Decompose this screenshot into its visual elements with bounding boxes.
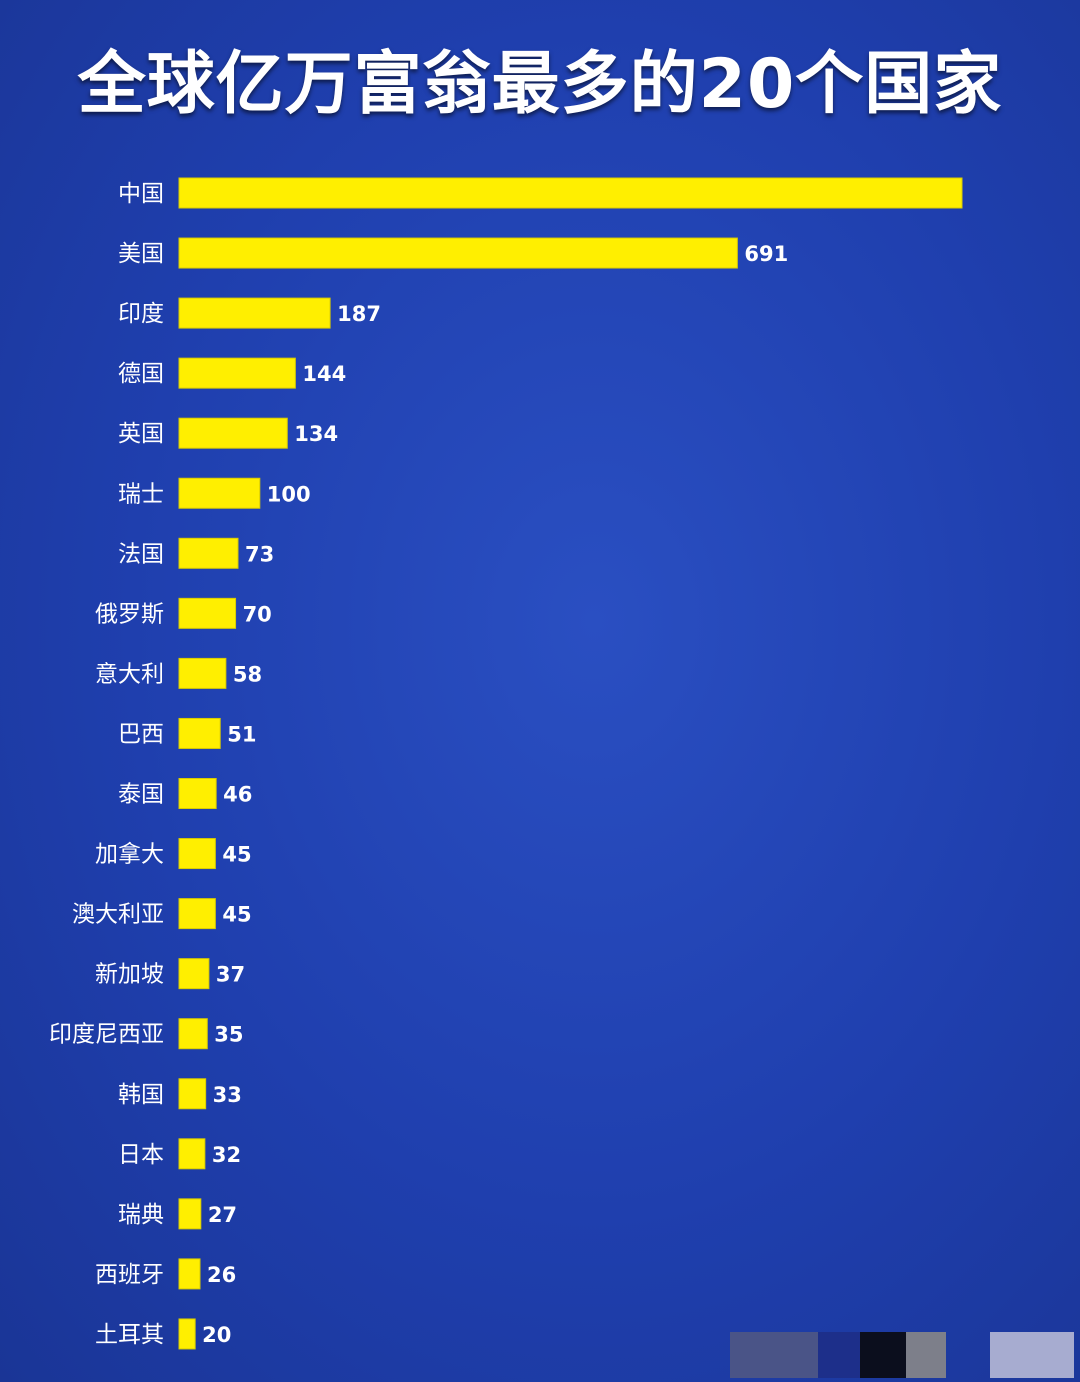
bar-14 [178, 1018, 208, 1050]
bar-15 [178, 1078, 207, 1110]
bar-10 [178, 778, 217, 809]
category-label: 印度尼西亚 [49, 1022, 164, 1048]
category-label: 澳大利亚 [72, 902, 164, 928]
category-label: 西班牙 [95, 1262, 164, 1288]
bar-13 [178, 958, 210, 990]
bar-9 [178, 717, 221, 749]
category-label: 德国 [118, 361, 164, 387]
category-label: 瑞典 [118, 1202, 164, 1228]
value-label: 70 [243, 602, 272, 626]
bar-6 [178, 537, 239, 569]
bar-4 [178, 417, 288, 449]
bar-0 [178, 177, 963, 209]
bar-3 [178, 357, 296, 389]
value-label: 691 [744, 242, 788, 266]
value-label: 46 [223, 783, 252, 807]
category-label: 美国 [118, 241, 164, 267]
bar-7 [178, 597, 237, 629]
bar-1 [178, 237, 738, 269]
value-label: 73 [245, 542, 274, 566]
value-label: 26 [207, 1263, 236, 1287]
value-label: 45 [222, 903, 251, 927]
watermark-tiles [730, 1332, 1080, 1378]
category-label: 韩国 [118, 1082, 164, 1108]
value-label: 100 [267, 482, 311, 506]
bar-17 [178, 1198, 202, 1230]
category-label: 俄罗斯 [95, 601, 164, 627]
value-label: 20 [202, 1323, 231, 1347]
value-label: 37 [216, 963, 245, 987]
category-label: 巴西 [118, 721, 164, 747]
chart-title: 全球亿万富翁最多的20个国家 [77, 45, 1003, 124]
bar-12 [178, 898, 216, 930]
category-label: 日本 [118, 1142, 164, 1168]
bar-8 [178, 657, 227, 689]
category-label: 加拿大 [95, 841, 164, 868]
bar-2 [178, 297, 331, 329]
value-label: 51 [227, 722, 256, 746]
category-label: 土耳其 [95, 1322, 164, 1348]
value-label: 134 [294, 422, 338, 446]
value-label: 27 [208, 1203, 237, 1227]
category-label: 英国 [118, 421, 164, 447]
bar-18 [178, 1258, 201, 1290]
value-label: 187 [337, 302, 381, 326]
category-label: 法国 [118, 541, 164, 567]
category-label: 印度 [118, 301, 164, 327]
bar-19 [178, 1318, 196, 1350]
category-label: 意大利 [95, 661, 164, 687]
category-label: 中国 [118, 181, 164, 207]
category-label: 瑞士 [118, 481, 164, 507]
value-label: 32 [212, 1143, 241, 1167]
category-label: 新加坡 [95, 962, 164, 988]
category-label: 泰国 [118, 782, 164, 808]
value-label: 35 [214, 1023, 243, 1047]
value-label: 144 [302, 362, 346, 386]
value-label: 33 [213, 1083, 242, 1107]
bar-16 [178, 1138, 206, 1170]
bar-11 [178, 838, 216, 870]
value-label: 58 [233, 662, 262, 686]
bar-5 [178, 477, 261, 509]
value-label: 45 [222, 843, 251, 867]
